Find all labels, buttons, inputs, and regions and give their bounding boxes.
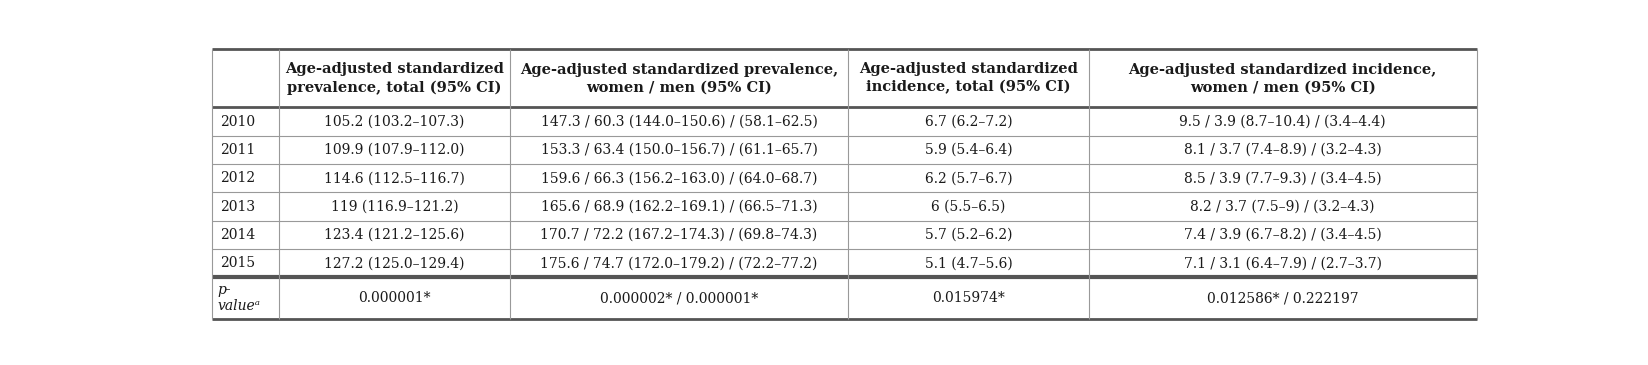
Text: Age-adjusted standardized
prevalence, total (95% CI): Age-adjusted standardized prevalence, to…	[285, 62, 504, 95]
Text: 165.6 / 68.9 (162.2–169.1) / (66.5–71.3): 165.6 / 68.9 (162.2–169.1) / (66.5–71.3)	[541, 200, 817, 214]
Text: Age-adjusted standardized incidence,
women / men (95% CI): Age-adjusted standardized incidence, wom…	[1129, 62, 1437, 94]
Text: 7.1 / 3.1 (6.4–7.9) / (2.7–3.7): 7.1 / 3.1 (6.4–7.9) / (2.7–3.7)	[1183, 256, 1381, 270]
Text: 2015: 2015	[221, 256, 255, 270]
Text: 2011: 2011	[221, 143, 255, 157]
Text: 5.9 (5.4–6.4): 5.9 (5.4–6.4)	[925, 143, 1012, 157]
Text: 8.2 / 3.7 (7.5–9) / (3.2–4.3): 8.2 / 3.7 (7.5–9) / (3.2–4.3)	[1190, 200, 1374, 214]
Text: 0.000001*: 0.000001*	[358, 291, 430, 305]
Text: 5.1 (4.7–5.6): 5.1 (4.7–5.6)	[925, 256, 1012, 270]
Text: 7.4 / 3.9 (6.7–8.2) / (3.4–4.5): 7.4 / 3.9 (6.7–8.2) / (3.4–4.5)	[1183, 228, 1381, 242]
Text: 0.000002* / 0.000001*: 0.000002* / 0.000001*	[600, 291, 758, 305]
Text: 6.2 (5.7–6.7): 6.2 (5.7–6.7)	[925, 171, 1012, 185]
Text: Age-adjusted standardized
incidence, total (95% CI): Age-adjusted standardized incidence, tot…	[859, 62, 1078, 95]
Text: 8.5 / 3.9 (7.7–9.3) / (3.4–4.5): 8.5 / 3.9 (7.7–9.3) / (3.4–4.5)	[1183, 171, 1381, 185]
Text: 5.7 (5.2–6.2): 5.7 (5.2–6.2)	[925, 228, 1012, 242]
Text: 0.015974*: 0.015974*	[933, 291, 1005, 305]
Text: 123.4 (121.2–125.6): 123.4 (121.2–125.6)	[325, 228, 465, 242]
Text: 2014: 2014	[221, 228, 255, 242]
Text: 147.3 / 60.3 (144.0–150.6) / (58.1–62.5): 147.3 / 60.3 (144.0–150.6) / (58.1–62.5)	[541, 115, 817, 128]
Text: 8.1 / 3.7 (7.4–8.9) / (3.2–4.3): 8.1 / 3.7 (7.4–8.9) / (3.2–4.3)	[1183, 143, 1381, 157]
Text: 6.7 (6.2–7.2): 6.7 (6.2–7.2)	[925, 115, 1012, 128]
Text: 2010: 2010	[221, 115, 255, 128]
Text: 153.3 / 63.4 (150.0–156.7) / (61.1–65.7): 153.3 / 63.4 (150.0–156.7) / (61.1–65.7)	[541, 143, 817, 157]
Text: p-
valueᵃ: p- valueᵃ	[218, 283, 260, 314]
Text: 114.6 (112.5–116.7): 114.6 (112.5–116.7)	[325, 171, 465, 185]
Text: 119 (116.9–121.2): 119 (116.9–121.2)	[331, 200, 458, 214]
Text: 127.2 (125.0–129.4): 127.2 (125.0–129.4)	[325, 256, 465, 270]
Text: 105.2 (103.2–107.3): 105.2 (103.2–107.3)	[325, 115, 465, 128]
Text: 159.6 / 66.3 (156.2–163.0) / (64.0–68.7): 159.6 / 66.3 (156.2–163.0) / (64.0–68.7)	[541, 171, 817, 185]
Text: 0.012586* / 0.222197: 0.012586* / 0.222197	[1206, 291, 1358, 305]
Text: 2012: 2012	[221, 171, 255, 185]
Text: 2013: 2013	[221, 200, 255, 214]
Text: 6 (5.5–6.5): 6 (5.5–6.5)	[931, 200, 1005, 214]
Text: 175.6 / 74.7 (172.0–179.2) / (72.2–77.2): 175.6 / 74.7 (172.0–179.2) / (72.2–77.2)	[541, 256, 817, 270]
Text: Age-adjusted standardized prevalence,
women / men (95% CI): Age-adjusted standardized prevalence, wo…	[519, 62, 839, 94]
Text: 9.5 / 3.9 (8.7–10.4) / (3.4–4.4): 9.5 / 3.9 (8.7–10.4) / (3.4–4.4)	[1180, 115, 1386, 128]
Text: 109.9 (107.9–112.0): 109.9 (107.9–112.0)	[325, 143, 465, 157]
Text: 170.7 / 72.2 (167.2–174.3) / (69.8–74.3): 170.7 / 72.2 (167.2–174.3) / (69.8–74.3)	[541, 228, 817, 242]
